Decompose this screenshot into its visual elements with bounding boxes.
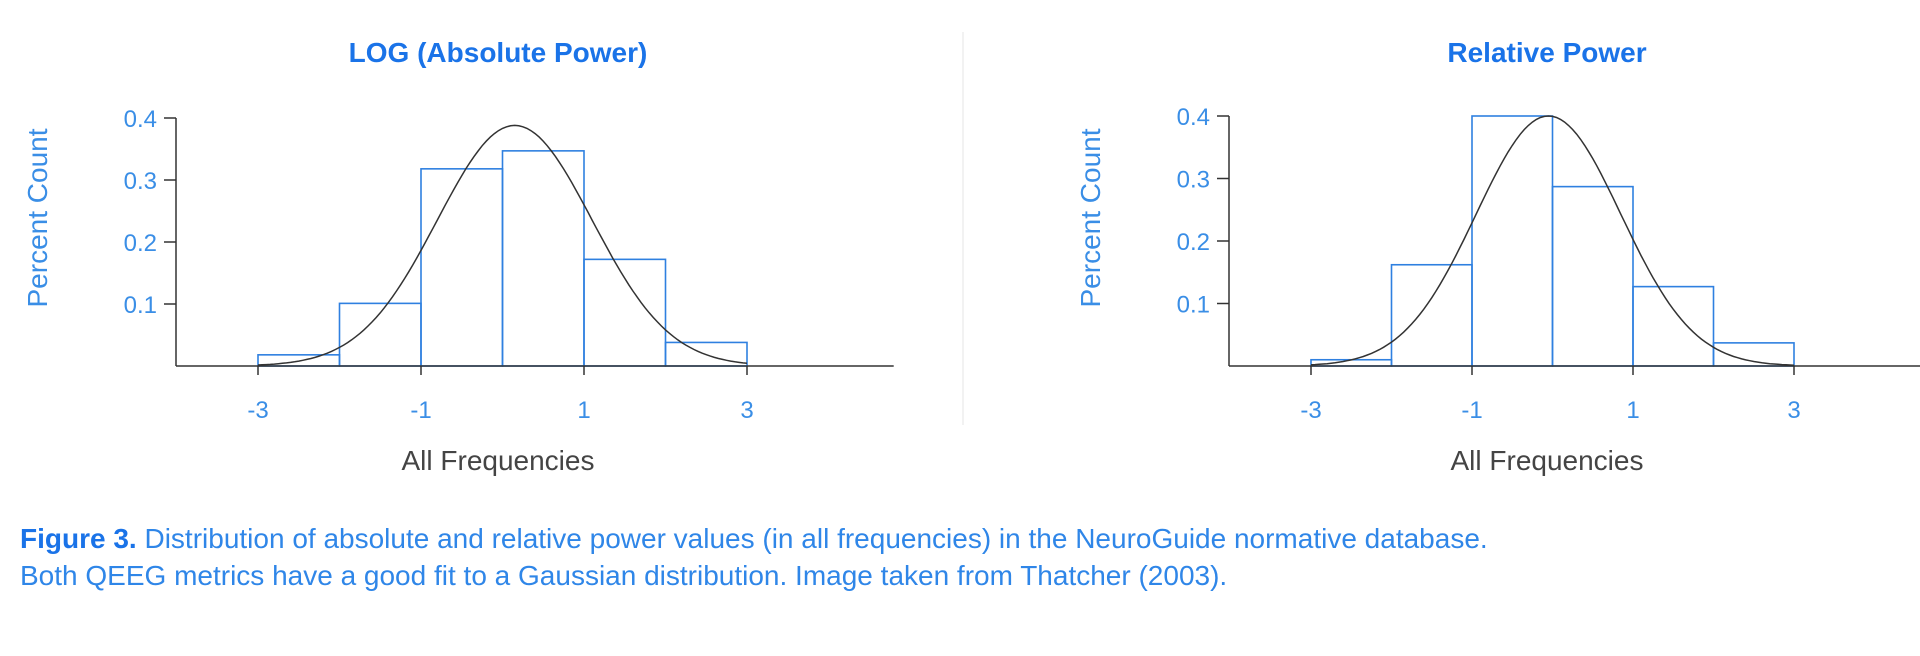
y-tick-label: 0.3 — [1177, 167, 1210, 194]
caption-line-2: Both QEEG metrics have a good fit to a G… — [20, 560, 1228, 591]
axes-group: 0.1 0.2 0.3 0.4 -3 -1 1 3 — [124, 106, 894, 424]
chart-title: Relative Power — [1447, 37, 1646, 68]
histogram-bar — [1390, 263, 1473, 367]
caption-line-1: Distribution of absolute and relative po… — [136, 523, 1488, 554]
x-axis-title: All Frequencies — [402, 445, 595, 476]
histogram-bar — [1632, 285, 1715, 367]
x-axis-title: All Frequencies — [1451, 445, 1644, 476]
histogram-bar — [1310, 358, 1393, 367]
histogram-bar — [1471, 115, 1554, 367]
y-tick-label: 0.1 — [124, 292, 157, 319]
y-tick-label: 0.2 — [124, 230, 157, 257]
y-axis-title: Percent Count — [22, 128, 53, 307]
chart-panel-absolute: LOG (Absolute Power) Percent Count All F… — [22, 37, 894, 476]
chart-panel-relative: Relative Power Percent Count All Frequen… — [1075, 37, 1920, 476]
y-tick-label: 0.2 — [1177, 229, 1210, 256]
x-tick-label: -3 — [1300, 397, 1321, 424]
gaussian-curve — [257, 124, 748, 366]
x-tick-label: -1 — [1461, 397, 1482, 424]
bar-group — [1310, 115, 1795, 367]
histogram-bar — [583, 258, 667, 367]
x-tick-label: 3 — [740, 397, 753, 424]
chart-title: LOG (Absolute Power) — [349, 37, 648, 68]
caption-label: Figure 3. — [20, 523, 137, 554]
gaussian-curve — [1310, 115, 1795, 366]
bar-group — [257, 150, 748, 367]
y-tick-label: 0.1 — [1177, 292, 1210, 319]
histogram-bar — [1712, 342, 1795, 367]
y-tick-label: 0.3 — [124, 168, 157, 195]
x-tick-label: 3 — [1787, 397, 1800, 424]
y-tick-label: 0.4 — [1177, 104, 1210, 131]
histogram-bar — [420, 168, 504, 367]
y-axis-title: Percent Count — [1075, 128, 1106, 307]
axes-group: 0.1 0.2 0.3 0.4 -3 -1 1 3 — [1177, 104, 1920, 424]
x-tick-label: -1 — [410, 397, 431, 424]
x-tick-label: 1 — [577, 397, 590, 424]
x-tick-label: 1 — [1626, 397, 1639, 424]
histogram-figure: LOG (Absolute Power) Percent Count All F… — [22, 32, 1920, 476]
figure-caption: Figure 3. Distribution of absolute and r… — [20, 520, 1900, 594]
y-tick-label: 0.4 — [124, 106, 157, 133]
x-tick-label: -3 — [247, 397, 268, 424]
